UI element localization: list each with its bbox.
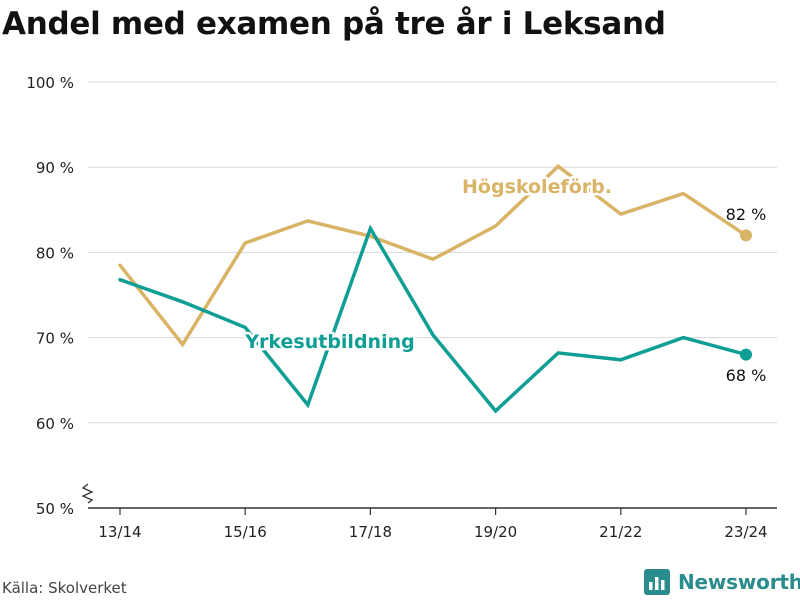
end-label-yrkesutbildning: 68 %: [726, 366, 767, 385]
x-tick-label: 13/14: [98, 523, 141, 541]
bar-chart-icon: [644, 569, 670, 595]
x-tick-label: 17/18: [349, 523, 392, 541]
brand-logo[interactable]: Newsworthy: [644, 569, 800, 595]
y-tick-label: 70 %: [36, 330, 74, 348]
x-tick-label: 15/16: [224, 523, 267, 541]
y-tick-label: 80 %: [36, 244, 74, 262]
series-hogskoleforb-end-point: [740, 229, 752, 242]
brand-name: Newsworthy: [678, 570, 800, 594]
x-tick-label: 23/24: [724, 523, 767, 541]
series-yrkesutbildning-line: [118, 224, 748, 414]
series-yrkesutbildning-end-point: [740, 348, 752, 361]
y-tick-label: 50 %: [36, 500, 74, 518]
x-tick-label: 21/22: [599, 523, 642, 541]
series-label-hogskoleforb: Högskoleförb.: [462, 176, 612, 198]
chart-title: Andel med examen på tre år i Leksand: [2, 6, 666, 42]
y-tick-label: 90 %: [36, 159, 74, 177]
series-hogskoleforb-line: [118, 164, 748, 348]
gridlines: [88, 81, 777, 424]
y-tick-label: 60 %: [36, 415, 74, 433]
axis-break-mark: [81, 483, 94, 504]
axes: [81, 483, 777, 515]
series-lines: [118, 164, 752, 414]
series-label-yrkesutbildning: Yrkesutbildning: [244, 331, 414, 353]
end-label-hogskoleforb: 82 %: [726, 205, 767, 224]
chart-labels: 50 % 60 % 70 % 80 % 90 % 100 % 13/14 15/16 17/18…: [26, 74, 768, 541]
source-note: Källa: Skolverket: [2, 579, 127, 597]
x-tick-label: 19/20: [474, 523, 517, 541]
y-tick-label: 100 %: [26, 74, 74, 92]
